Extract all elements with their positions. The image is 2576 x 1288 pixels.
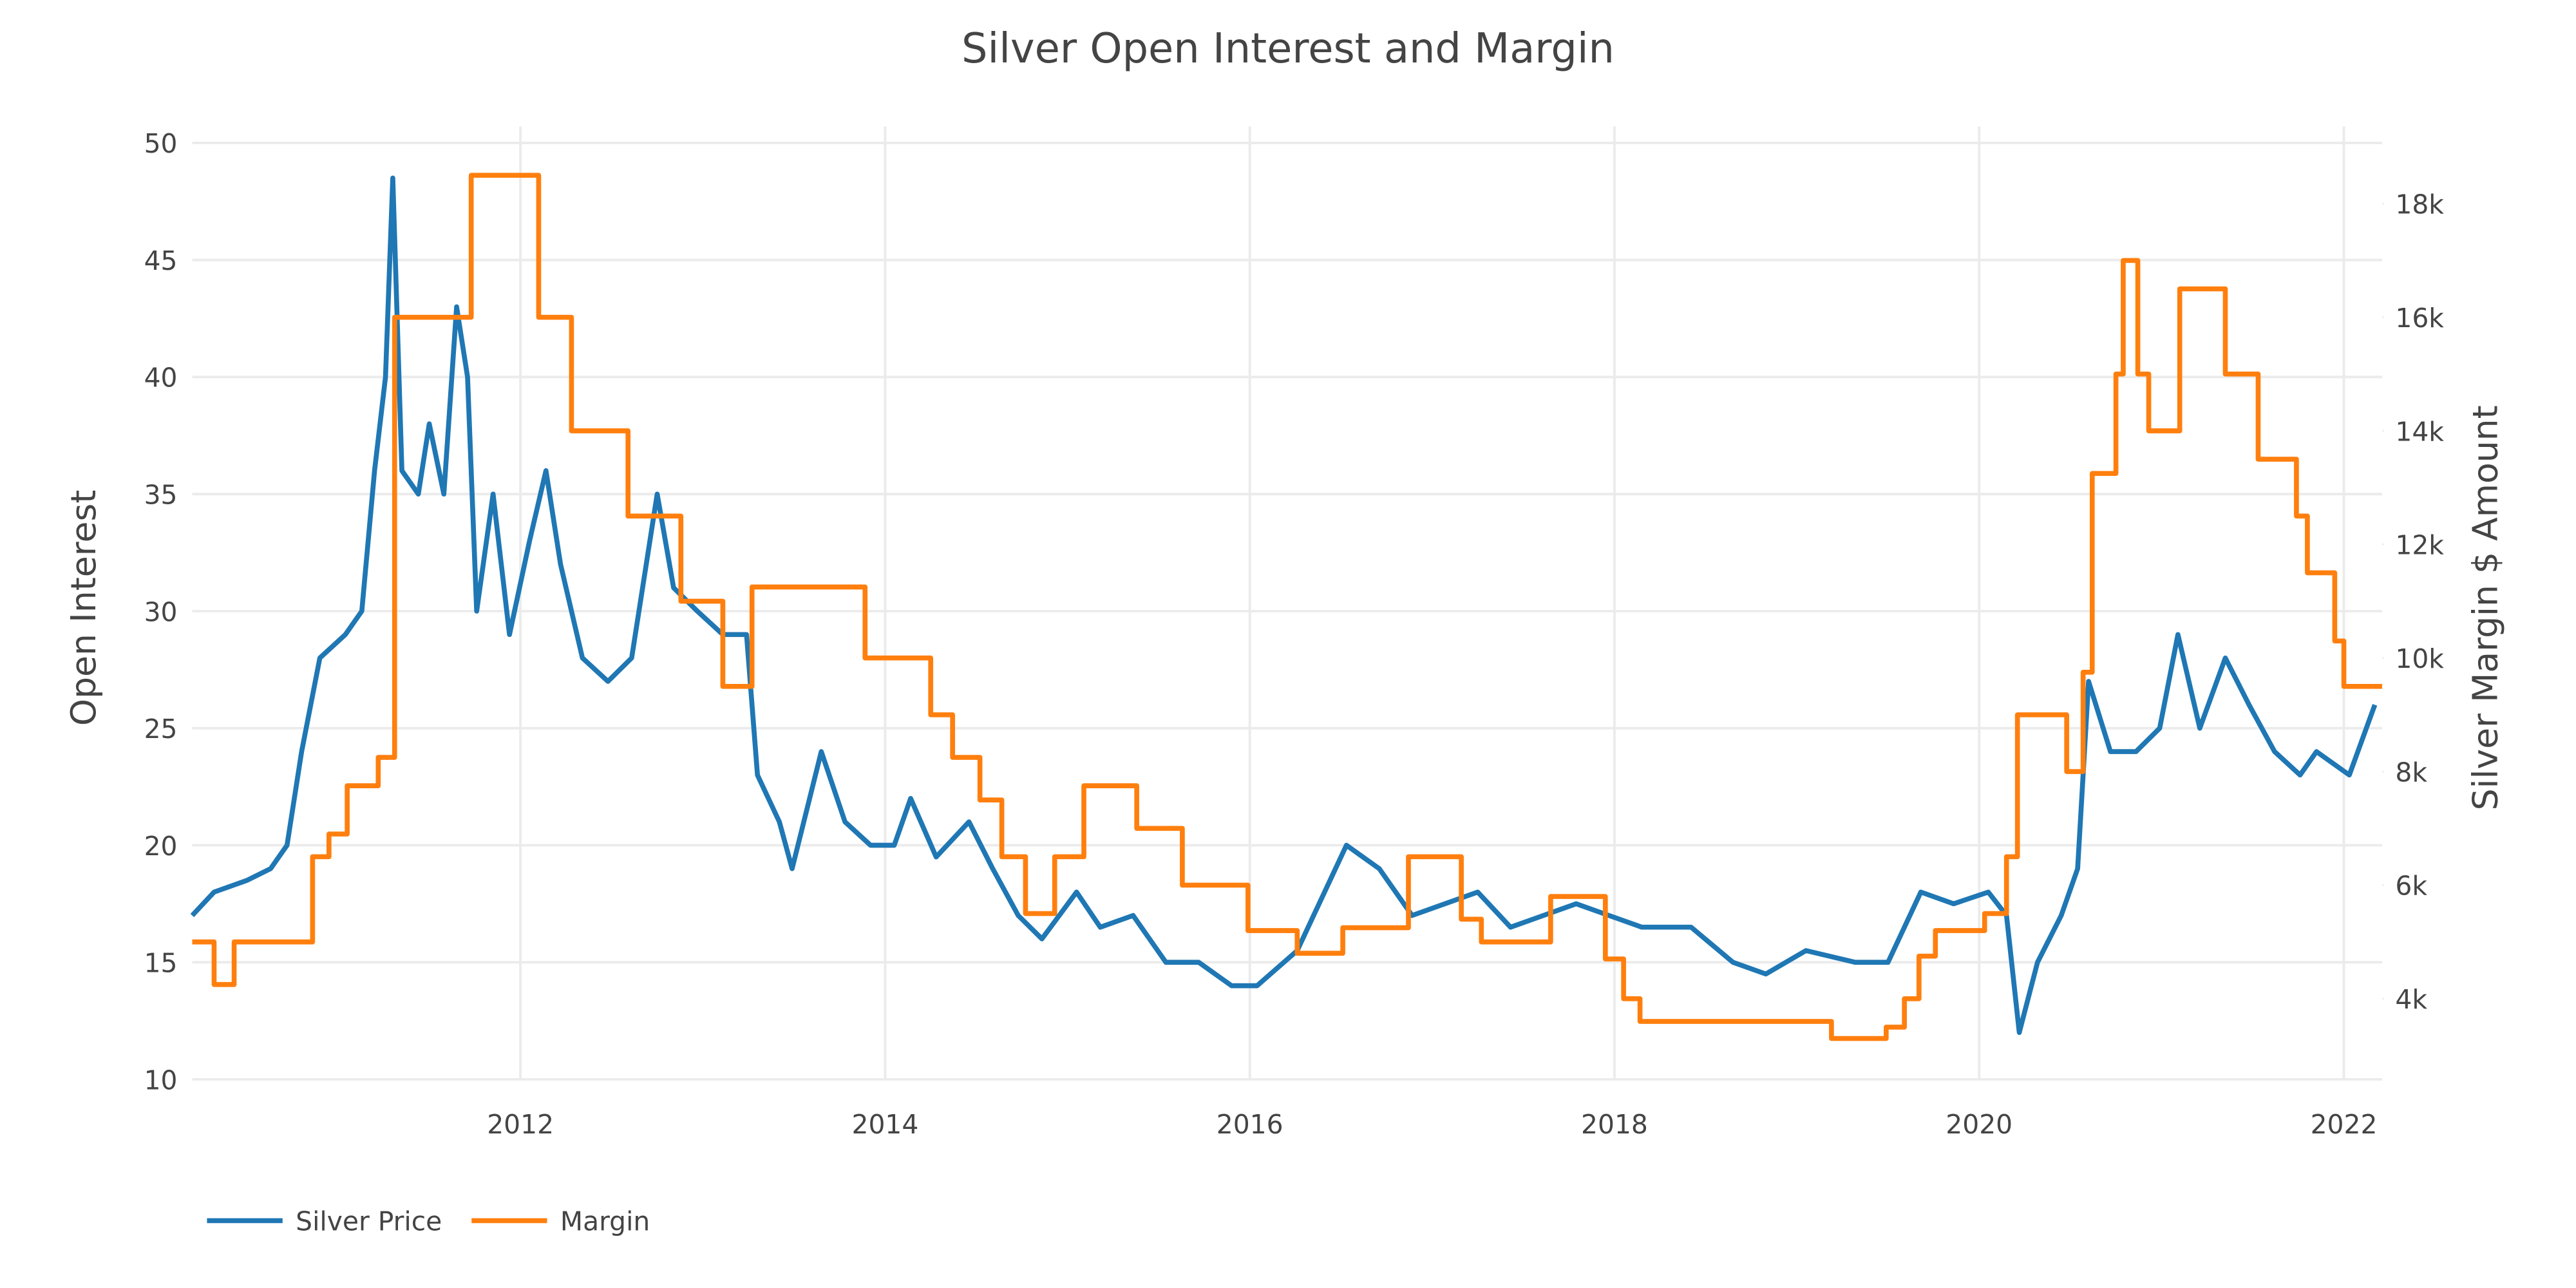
y-tick-label: 10 <box>144 1065 178 1095</box>
y2-tick-label: 16k <box>2395 303 2444 334</box>
y2-tick-label: 18k <box>2395 189 2444 220</box>
x-tick-label: 2014 <box>851 1109 918 1140</box>
x-tick-label: 2022 <box>2311 1109 2378 1140</box>
y-tick-label: 20 <box>144 831 178 862</box>
y2-tick-label: 8k <box>2395 757 2427 788</box>
y-tick-label: 45 <box>144 245 178 276</box>
y2-tick-label: 6k <box>2395 871 2427 902</box>
y-axis-title: Open Interest <box>63 490 104 726</box>
y-tick-label: 25 <box>144 714 178 744</box>
y-tick-label: 30 <box>144 596 178 627</box>
y-tick-label: 50 <box>144 128 178 159</box>
series-line <box>192 173 2382 1041</box>
y-tick-label: 35 <box>144 480 178 511</box>
chart-title: Silver Open Interest and Margin <box>961 25 1615 73</box>
x-tick-label: 2012 <box>487 1109 554 1140</box>
x-tick-label: 2020 <box>1946 1109 2012 1140</box>
legend-label: Silver Price <box>296 1206 442 1237</box>
series-line <box>190 175 2378 1036</box>
x-tick-label: 2018 <box>1581 1109 1648 1140</box>
legend-label: Margin <box>560 1206 650 1237</box>
y2-tick-label: 12k <box>2395 530 2444 561</box>
y2-tick-label: 4k <box>2395 984 2427 1015</box>
y-tick-label: 40 <box>144 363 178 393</box>
y2-tick-label: 14k <box>2395 416 2444 447</box>
y2-axis-title: Silver Margin $ Amount <box>2465 405 2506 810</box>
y-tick-label: 15 <box>144 948 178 979</box>
x-tick-label: 2016 <box>1217 1109 1283 1140</box>
y2-tick-label: 10k <box>2395 643 2444 674</box>
